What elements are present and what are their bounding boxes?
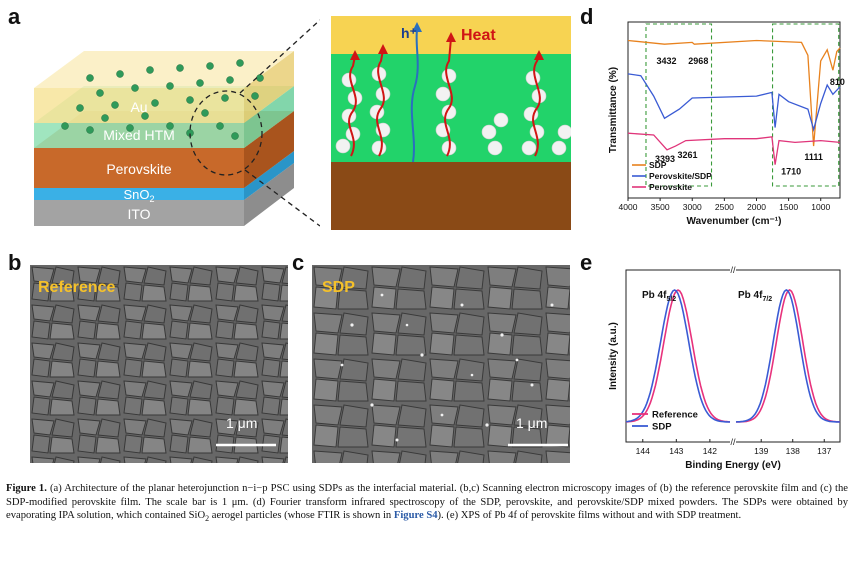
xps-x-label: Binding Energy (eV): [685, 460, 781, 471]
inset-particles: [335, 66, 571, 156]
xps-series-1-peak-1: [735, 289, 841, 423]
ftir-annotation-6: 1710: [781, 167, 801, 177]
ftir-x-label: Wavenumber (cm⁻¹): [687, 216, 782, 227]
ftir-region-box-1: [771, 23, 840, 187]
panel-letter-b: b: [8, 250, 22, 275]
xps-axis-break-top: //: [730, 265, 736, 275]
sno2-layer: [34, 188, 244, 200]
sem-image-sdp: SDP 1 μm: [312, 265, 570, 463]
ftir-annotation-0: 3432: [656, 56, 676, 66]
xps-frame-left: [625, 269, 730, 443]
xps-legend-label-0: Reference: [652, 410, 698, 421]
figure-s4-link[interactable]: Figure S4: [393, 510, 438, 522]
layer-label-htm: Mixed HTM: [103, 127, 175, 143]
zoom-ellipse: [189, 90, 263, 176]
ftir-x-tick-label-3: 2500: [715, 202, 734, 212]
caption-text-2: aerogel particles (whose FTIR is shown i…: [209, 510, 394, 522]
ftir-series-line-0: [627, 39, 841, 147]
device-architecture-diagram: ITO SnO2 Perovskite Au Mixed HTM: [34, 19, 320, 227]
xps-series-0-peak-1: [735, 289, 841, 423]
xps-frame-right: [736, 269, 841, 443]
heat-label: Heat: [461, 27, 496, 44]
au-layer: [34, 88, 244, 123]
sem-label-sdp: SDP: [322, 279, 355, 296]
caption-sub: 2: [205, 514, 210, 524]
xps-y-label: Intensity (a.u.): [608, 322, 619, 390]
ftir-annotation-1: 2968: [688, 56, 708, 66]
ftir-annotation-5: 3261: [677, 150, 697, 160]
ftir-chart: 4000 3500 3000 2500 2000 1500 1000 Wavenumber (…: [608, 21, 845, 227]
scale-bar-label: 1 μm: [516, 415, 548, 431]
panel-letter-c: c: [292, 250, 305, 275]
htm-layer: [34, 123, 244, 148]
perovskite-layer: [34, 148, 244, 188]
hole-label: h⁺: [401, 25, 417, 41]
heat-arrows: [348, 37, 541, 157]
xps-x-tick-label-0: 144: [636, 446, 650, 456]
ftir-legend-label-0: SDP: [649, 160, 667, 170]
xps-peak-label-1: Pb 4f7/2: [738, 290, 772, 303]
ftir-annotation-2: 810: [830, 77, 845, 87]
scale-bar-label: 1 μm: [226, 415, 258, 431]
ftir-x-tick-label-6: 1000: [811, 202, 830, 212]
ftir-plot-frame: [627, 21, 841, 199]
caption-lead: Figure 1.: [6, 483, 47, 494]
xps-x-tick-label-1: 143: [669, 446, 683, 456]
ftir-legend-label-2: Perovskite: [649, 182, 692, 192]
xps-chart: // // 144 143 142 139 138 137 Binding Energy (eV…: [608, 265, 841, 471]
sdp-particles: [61, 59, 264, 140]
ftir-series-line-1: [627, 73, 841, 132]
hole-path: [410, 29, 419, 163]
xps-legend-label-1: SDP: [652, 422, 672, 433]
ftir-region-box-0: [645, 23, 713, 187]
ftir-x-tick-label-1: 3500: [651, 202, 670, 212]
ftir-legend-label-1: Perovskite/SDP: [649, 171, 712, 181]
layer-label-au: Au: [130, 99, 147, 115]
xps-peak-label-0: Pb 4f5/2: [642, 290, 676, 303]
ftir-x-tick-label-4: 2000: [747, 202, 766, 212]
ftir-x-tick-label-0: 4000: [619, 202, 638, 212]
interface-inset: h⁺ Heat: [331, 16, 571, 230]
panel-letter-a: a: [8, 4, 21, 29]
sem-label-reference: Reference: [38, 279, 116, 296]
xps-x-tick-label-5: 137: [817, 446, 831, 456]
ftir-y-label: Transmittance (%): [608, 67, 619, 153]
ftir-x-tick-label-5: 1500: [779, 202, 798, 212]
sem-image-reference: Reference 1 μm: [30, 265, 288, 463]
ftir-annotation-3: 1111: [804, 152, 823, 162]
xps-x-tick-label-3: 139: [754, 446, 768, 456]
layer-label-perovskite: Perovskite: [106, 161, 172, 177]
xps-x-tick-label-4: 138: [786, 446, 800, 456]
xps-axis-break-bottom: //: [730, 437, 736, 447]
layer-label-ito: ITO: [127, 206, 150, 222]
layer-label-sno2: SnO2: [123, 187, 154, 204]
panel-letter-d: d: [580, 4, 594, 29]
xps-x-tick-label-2: 142: [703, 446, 717, 456]
ftir-x-tick-label-2: 3000: [683, 202, 702, 212]
ftir-annotation-4: 3393: [655, 154, 675, 164]
caption-text-3: ). (e) XPS of Pb 4f of perovskite films …: [437, 510, 742, 522]
xps-series-1-peak-0: [625, 289, 730, 423]
inset-perovskite: [331, 162, 571, 230]
xps-series-0-peak-0: [625, 289, 731, 423]
caption-text: (a) Architecture of the planar heterojun…: [6, 483, 848, 522]
figure-caption: Figure 1. (a) Architecture of the planar…: [6, 482, 848, 526]
ftir-series-line-2: [627, 132, 841, 165]
panel-letter-e: e: [580, 250, 593, 275]
